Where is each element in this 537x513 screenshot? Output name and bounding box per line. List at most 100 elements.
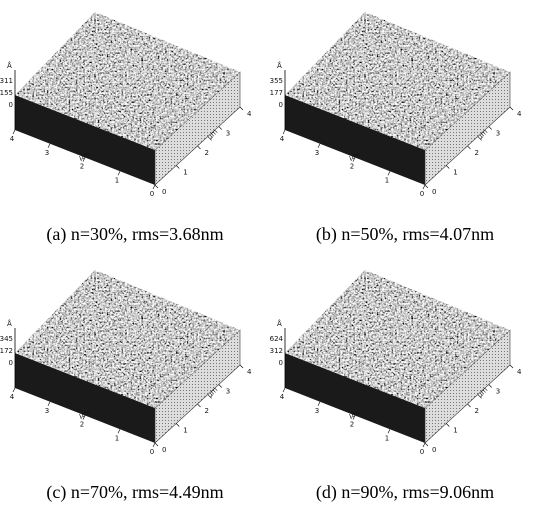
x-tick (423, 443, 425, 447)
z-tick-label: 155 (0, 89, 13, 97)
x-tick-label: 4 (10, 393, 15, 401)
x-tick-label: 3 (315, 149, 319, 157)
y-tick-label: 3 (226, 130, 230, 138)
y-tick-label: 4 (517, 368, 522, 376)
y-tick-label: 4 (247, 368, 252, 376)
x-tick (318, 144, 320, 148)
x-tick (153, 185, 155, 189)
z-unit: Å (277, 61, 282, 70)
z-tick-label: 0 (9, 359, 13, 367)
z-tick-label: 0 (279, 359, 283, 367)
z-tick-label: 0 (279, 101, 283, 109)
y-tick-label: 3 (496, 388, 500, 396)
x-tick (388, 429, 390, 433)
y-tick-label: 2 (205, 149, 209, 157)
x-tick (318, 402, 320, 406)
afm-panel: Å311155043210μm01234μm(a) n=30%, rms=3.6… (0, 12, 252, 245)
z-tick-label: 345 (0, 335, 13, 343)
z-tick-label: 177 (270, 89, 283, 97)
x-tick-label: 2 (80, 163, 84, 171)
z-tick-label: 0 (9, 101, 13, 109)
y-tick (155, 443, 158, 446)
x-tick-label: 0 (420, 190, 424, 198)
z-unit: Å (7, 61, 12, 70)
x-tick (48, 402, 50, 406)
y-tick (240, 365, 243, 368)
x-tick-label: 2 (80, 421, 84, 429)
y-tick-label: 2 (205, 407, 209, 415)
y-tick (425, 185, 428, 188)
y-tick (510, 365, 513, 368)
y-tick-label: 1 (453, 169, 457, 177)
caption: (a) n=30%, rms=3.68nm (46, 224, 223, 245)
x-tick (48, 144, 50, 148)
x-tick-label: 1 (115, 434, 119, 442)
x-tick-label: 4 (280, 135, 285, 143)
y-tick (510, 107, 513, 110)
z-unit: Å (7, 319, 12, 328)
figure: Å311155043210μm01234μm(a) n=30%, rms=3.6… (0, 0, 537, 513)
x-tick (118, 171, 120, 175)
y-tick-label: 2 (475, 149, 479, 157)
x-tick (388, 171, 390, 175)
y-tick-label: 0 (432, 188, 436, 196)
x-tick-label: 3 (45, 149, 49, 157)
x-tick-label: 4 (10, 135, 15, 143)
x-tick-label: 0 (150, 190, 154, 198)
y-tick (219, 385, 222, 388)
z-tick-label: 355 (270, 77, 283, 85)
caption: (b) n=50%, rms=4.07nm (316, 224, 494, 245)
y-tick-label: 3 (496, 130, 500, 138)
x-tick (13, 130, 15, 134)
y-tick (198, 404, 201, 407)
x-tick-label: 3 (315, 407, 319, 415)
x-tick-label: 4 (280, 393, 285, 401)
y-tick (176, 166, 179, 169)
x-tick (118, 429, 120, 433)
z-unit: Å (277, 319, 282, 328)
y-tick (468, 404, 471, 407)
x-tick-label: 3 (45, 407, 49, 415)
y-tick-label: 1 (183, 427, 187, 435)
y-tick (489, 127, 492, 130)
x-tick-label: 1 (385, 434, 389, 442)
z-tick-label: 311 (0, 77, 13, 85)
y-tick (155, 185, 158, 188)
y-tick-label: 0 (162, 188, 166, 196)
caption: (d) n=90%, rms=9.06nm (316, 482, 494, 503)
x-tick-label: 1 (385, 176, 389, 184)
y-tick (425, 443, 428, 446)
y-tick-label: 0 (162, 446, 166, 454)
x-tick (423, 185, 425, 189)
y-tick-label: 0 (432, 446, 436, 454)
x-tick (283, 388, 285, 392)
y-tick (198, 146, 201, 149)
z-tick-label: 624 (270, 335, 284, 343)
y-tick (176, 424, 179, 427)
x-tick-label: 1 (115, 176, 119, 184)
y-tick-label: 4 (517, 110, 522, 118)
y-tick-label: 3 (226, 388, 230, 396)
y-tick (240, 107, 243, 110)
z-tick-label: 312 (270, 347, 283, 355)
y-tick-label: 1 (453, 427, 457, 435)
y-tick (468, 146, 471, 149)
x-tick-label: 2 (350, 421, 354, 429)
caption: (c) n=70%, rms=4.49nm (46, 482, 223, 503)
y-tick-label: 1 (183, 169, 187, 177)
x-tick (13, 388, 15, 392)
y-tick (489, 385, 492, 388)
z-tick-label: 172 (0, 347, 13, 355)
y-tick-label: 4 (247, 110, 252, 118)
y-tick (446, 166, 449, 169)
x-tick-label: 0 (150, 448, 154, 456)
y-tick (446, 424, 449, 427)
x-tick (283, 130, 285, 134)
x-tick-label: 0 (420, 448, 424, 456)
y-tick (219, 127, 222, 130)
y-tick-label: 2 (475, 407, 479, 415)
x-tick-label: 2 (350, 163, 354, 171)
